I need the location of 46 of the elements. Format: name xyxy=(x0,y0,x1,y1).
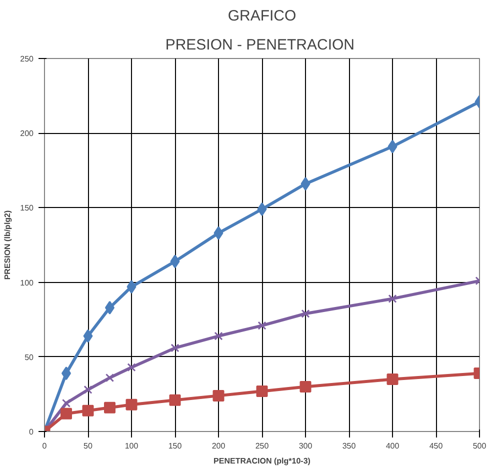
point xyxy=(84,385,92,394)
y-tick-label: 100 xyxy=(20,278,34,288)
point xyxy=(300,177,310,191)
y-tick-label: 50 xyxy=(24,352,34,362)
x-tick-label: 50 xyxy=(84,442,93,450)
point xyxy=(388,140,398,154)
point xyxy=(170,254,180,268)
x-tick-label: 0 xyxy=(42,442,48,450)
point xyxy=(257,202,267,216)
point xyxy=(126,280,136,294)
x-tick-label: 350 xyxy=(342,442,356,450)
point xyxy=(300,380,312,392)
y-tick-label: 0 xyxy=(29,428,34,436)
point xyxy=(104,402,116,414)
point xyxy=(212,390,224,402)
x-tick-label: 150 xyxy=(168,442,182,450)
x-tick-label: 100 xyxy=(124,442,139,450)
x-tick-label: 250 xyxy=(255,442,270,450)
point xyxy=(256,385,268,397)
x-tick-label: 400 xyxy=(386,442,400,450)
point xyxy=(214,226,224,240)
point xyxy=(62,398,71,408)
point xyxy=(301,309,310,318)
point xyxy=(258,321,266,330)
point xyxy=(170,344,180,352)
point xyxy=(386,374,398,386)
y-tick-label: 200 xyxy=(20,129,34,138)
point xyxy=(82,404,94,416)
point xyxy=(214,332,223,340)
x-tick-label: 450 xyxy=(429,442,444,450)
point xyxy=(105,374,114,382)
chart-subtitle: PRESION - PENETRACION xyxy=(165,36,355,54)
point xyxy=(83,329,93,343)
x-tick-label: 500 xyxy=(472,442,487,450)
x-tick-label: 200 xyxy=(212,442,226,450)
y-tick-label: 250 xyxy=(20,54,34,64)
y-tick-label: 150 xyxy=(20,204,34,213)
point xyxy=(127,363,136,372)
point xyxy=(60,408,72,420)
x-tick-label: 300 xyxy=(298,442,313,450)
point xyxy=(388,294,397,303)
point xyxy=(126,398,138,410)
chart-title: GRAFICO xyxy=(228,8,296,24)
y-axis-title: PRESION (lb/plg2) xyxy=(3,210,12,280)
x-axis-title: PENETRACION (plg*10-3) xyxy=(214,456,311,466)
point xyxy=(169,394,181,406)
